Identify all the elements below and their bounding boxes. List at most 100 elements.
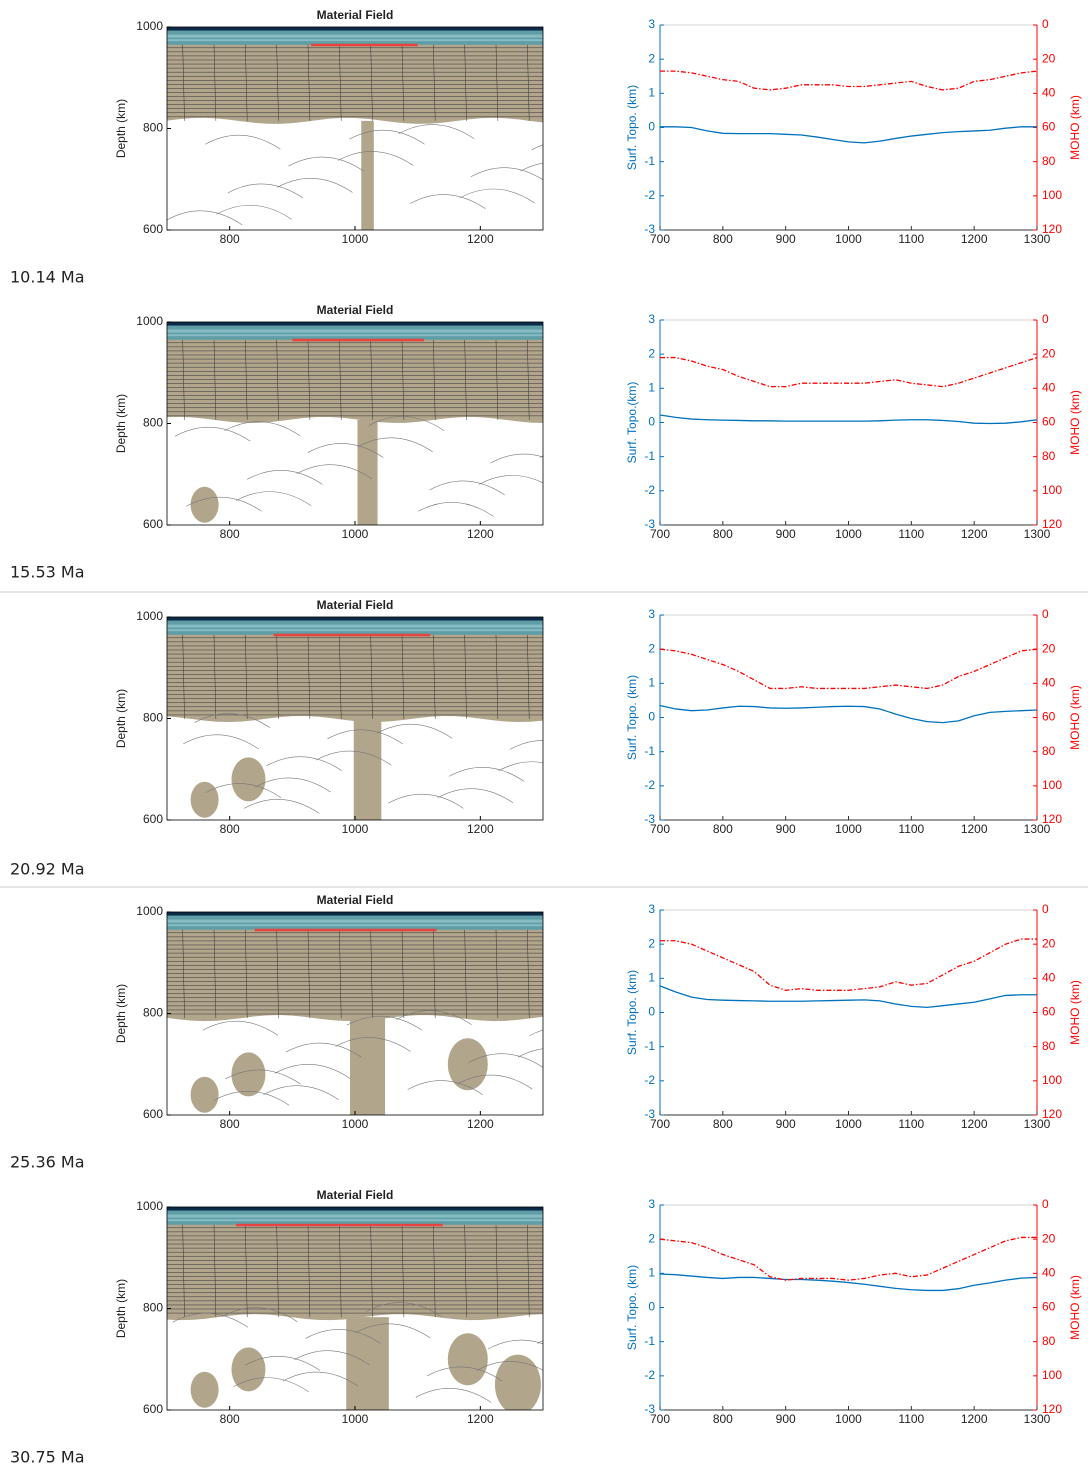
y2-tick-label: 20	[1042, 51, 1056, 65]
streamline	[540, 448, 615, 462]
crust	[167, 621, 543, 635]
chart-title: Material Field	[317, 8, 394, 22]
chart-title: Material Field	[317, 893, 394, 907]
x-tick-label: 800	[713, 527, 733, 541]
y-tick-label: 3	[648, 902, 655, 916]
crust-band	[167, 1215, 543, 1218]
material-field	[167, 617, 585, 820]
y-tick-label: -1	[644, 449, 655, 463]
y2-tick-label: 100	[1042, 778, 1062, 792]
y-tick-label: -3	[644, 517, 655, 531]
y2-tick-label: 0	[1042, 607, 1049, 621]
x-tick-label: 1100	[898, 527, 924, 541]
y-tick-label: -1	[644, 154, 655, 168]
x-tick-label: 800	[713, 1412, 733, 1426]
melt	[255, 929, 437, 932]
y2-tick-label: 60	[1042, 1300, 1056, 1314]
material-field	[167, 912, 604, 1115]
y2-tick-label: 60	[1042, 1005, 1056, 1019]
y-tick-label: 1000	[136, 19, 163, 33]
y-tick-label: -1	[644, 1334, 655, 1348]
x-tick-label: 800	[220, 232, 240, 246]
y-tick-label: 2	[648, 641, 655, 655]
y2-tick-label: 60	[1042, 120, 1056, 134]
crust-band	[167, 330, 543, 333]
x-tick-label: 800	[220, 527, 240, 541]
blob	[191, 782, 219, 818]
y2-tick-label: 0	[1042, 1197, 1049, 1211]
y2-tick-label: 60	[1042, 415, 1056, 429]
y-tick-label: 3	[648, 607, 655, 621]
plot-area	[660, 615, 1037, 820]
sediment	[167, 617, 543, 621]
sediment	[167, 322, 543, 326]
x-tick-label: 1200	[961, 232, 988, 246]
x-tick-label: 1200	[467, 232, 494, 246]
x-tick-label: 1200	[961, 822, 988, 836]
x-tick-label: 1000	[835, 822, 862, 836]
melt	[274, 634, 431, 637]
y2-tick-label: 40	[1042, 971, 1056, 985]
plume	[361, 121, 374, 230]
y2-tick-label: 0	[1042, 902, 1049, 916]
y-tick-label: 0	[648, 1300, 655, 1314]
y-tick-label: -2	[644, 483, 655, 497]
x-tick-label: 1000	[835, 1412, 862, 1426]
y-axis-label: Depth (km)	[114, 1279, 128, 1338]
y-tick-label: 3	[648, 17, 655, 31]
y-axis-label: Depth (km)	[114, 689, 128, 748]
crust-band	[167, 920, 543, 923]
crust	[167, 1211, 543, 1225]
y2-tick-label: 80	[1042, 154, 1056, 168]
y-tick-label: 800	[143, 1006, 163, 1020]
x-tick-label: 1200	[467, 527, 494, 541]
y-axis-label: Surf. Topo. (km)	[625, 1265, 639, 1350]
y2-axis-label: MOHO (km)	[1068, 390, 1082, 455]
y-tick-label: -2	[644, 1368, 655, 1382]
y-axis-label: Surf. Topo. (km)	[625, 85, 639, 170]
streamline	[537, 1334, 612, 1348]
material-field	[167, 1207, 613, 1415]
material-field	[167, 27, 607, 230]
x-tick-label: 900	[776, 232, 796, 246]
y-tick-label: 600	[143, 1402, 163, 1416]
x-tick-label: 800	[713, 1117, 733, 1131]
plot-area	[660, 1205, 1037, 1410]
x-tick-label: 1100	[898, 822, 924, 836]
y-tick-label: 2	[648, 1231, 655, 1245]
y-tick-label: 1000	[136, 314, 163, 328]
time-label: 25.36 Ma	[10, 1153, 85, 1172]
y-tick-label: 2	[648, 346, 655, 360]
crust-band	[167, 39, 543, 41]
y-tick-label: -3	[644, 222, 655, 236]
field-image	[167, 912, 604, 1115]
plot-area	[660, 320, 1037, 525]
x-tick-label: 1100	[898, 1412, 924, 1426]
x-tick-label: 1100	[898, 1117, 924, 1131]
y-axis-label: Depth (km)	[114, 99, 128, 158]
time-label: 15.53 Ma	[10, 563, 85, 582]
x-tick-label: 800	[220, 1412, 240, 1426]
x-tick-label: 1100	[898, 232, 924, 246]
blob	[231, 757, 265, 801]
crust-band	[167, 1219, 543, 1221]
crust-band	[167, 625, 543, 628]
y-tick-label: 800	[143, 711, 163, 725]
crust-band	[167, 334, 543, 336]
y2-tick-label: 0	[1042, 17, 1049, 31]
y-tick-label: 1	[648, 1266, 655, 1280]
x-tick-label: 800	[220, 1117, 240, 1131]
y2-tick-label: 80	[1042, 1039, 1056, 1053]
y2-tick-label: 120	[1042, 1107, 1062, 1121]
x-tick-label: 1000	[342, 232, 369, 246]
y-tick-label: -3	[644, 1107, 655, 1121]
y2-tick-label: 100	[1042, 188, 1062, 202]
y-tick-label: 3	[648, 1197, 655, 1211]
y-tick-label: 2	[648, 51, 655, 65]
x-tick-label: 900	[776, 1412, 796, 1426]
sediment	[167, 1207, 543, 1211]
x-tick-label: 900	[776, 822, 796, 836]
crust	[167, 31, 543, 45]
y-tick-label: -3	[644, 812, 655, 826]
time-label: 30.75 Ma	[10, 1448, 85, 1467]
